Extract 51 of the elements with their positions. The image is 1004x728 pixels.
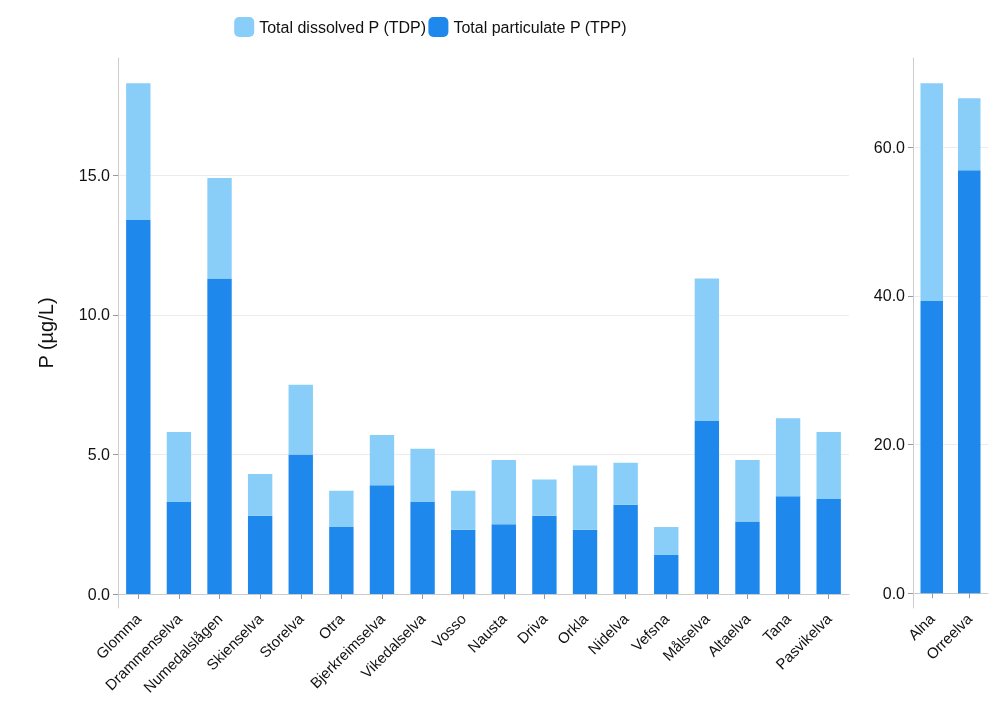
bar (775, 496, 801, 595)
bar (329, 527, 354, 595)
bar (166, 501, 192, 595)
bar (207, 178, 232, 279)
bar (654, 554, 679, 595)
bar (816, 432, 841, 500)
bar (369, 434, 395, 486)
bar (572, 465, 598, 530)
bar (491, 460, 516, 525)
bar (410, 501, 435, 595)
bar (532, 515, 557, 595)
y-tick-label: 0.0 (882, 584, 906, 602)
y-tick-label: 15.0 (78, 166, 111, 184)
bar (920, 83, 943, 302)
bar (920, 301, 943, 594)
legend-label: Total dissolved P (TDP) (259, 18, 427, 36)
y-tick-label: 5.0 (87, 445, 111, 463)
bar (613, 504, 638, 595)
bar (613, 462, 638, 505)
bar (288, 384, 313, 455)
bar (694, 278, 720, 421)
bar (166, 432, 192, 502)
bar (958, 98, 981, 171)
bar (288, 454, 313, 595)
bar (207, 278, 232, 595)
bar (126, 219, 151, 595)
bar (775, 418, 801, 497)
bar (816, 499, 841, 595)
bar (247, 473, 273, 516)
bar (126, 83, 151, 220)
y-tick-label: 10.0 (78, 306, 111, 324)
y-tick-label: 40.0 (873, 287, 906, 305)
bar (410, 448, 435, 502)
bar (735, 521, 760, 595)
y-tick-label: 0.0 (87, 585, 111, 603)
bar (735, 460, 760, 522)
bar (491, 524, 516, 595)
bar (247, 515, 273, 595)
bar (451, 490, 476, 530)
y-tick-label: 60.0 (873, 138, 906, 156)
bar (532, 479, 557, 516)
bar (958, 170, 981, 594)
legend-label: Total particulate P (TPP) (453, 18, 627, 36)
bar (572, 529, 598, 595)
bar (451, 529, 476, 595)
y-tick-label: 20.0 (873, 435, 906, 453)
bar (369, 485, 395, 595)
bar (694, 420, 720, 595)
y-axis-title: P (µg/L) (35, 297, 57, 369)
bar (329, 490, 354, 528)
bar (654, 527, 679, 555)
